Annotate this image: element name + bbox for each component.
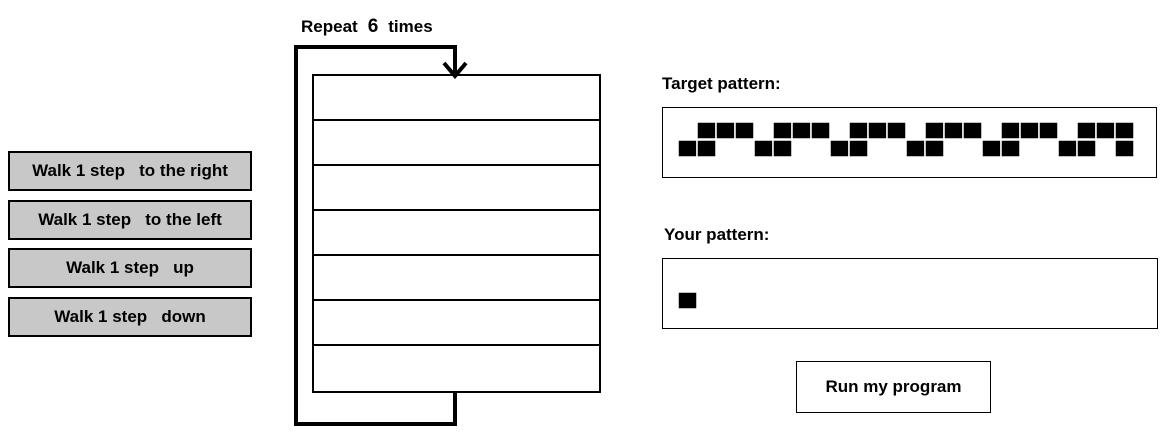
pattern-cell	[886, 121, 907, 140]
pattern-cell	[1076, 139, 1097, 158]
block-walk-left[interactable]: Walk 1 step to the left	[8, 200, 252, 240]
arrow-head-icon	[442, 61, 468, 80]
pattern-cell	[734, 121, 755, 140]
block-walk-up[interactable]: Walk 1 step up	[8, 248, 252, 288]
pattern-cell	[810, 121, 831, 140]
pattern-cell	[867, 121, 888, 140]
pattern-cell	[677, 139, 698, 158]
pattern-cell	[696, 121, 717, 140]
pattern-cell	[753, 139, 774, 158]
target-pattern-grid	[677, 121, 1135, 158]
loop-slot[interactable]	[314, 76, 599, 121]
pattern-cell	[829, 139, 850, 158]
pattern-cell	[1114, 139, 1135, 158]
loop-slot[interactable]	[314, 166, 599, 211]
pattern-cell	[848, 139, 869, 158]
pattern-cell	[696, 139, 717, 158]
pattern-cell	[772, 121, 793, 140]
pattern-cell	[924, 121, 945, 140]
pattern-cell	[924, 139, 945, 158]
pattern-cell	[962, 121, 983, 140]
pattern-cell	[1000, 139, 1021, 158]
loop-body-slots	[312, 74, 601, 393]
loop-slot[interactable]	[314, 301, 599, 346]
pattern-cell	[1038, 121, 1059, 140]
pattern-cell	[1057, 139, 1078, 158]
loop-slot[interactable]	[314, 256, 599, 301]
pattern-cell	[905, 139, 926, 158]
repeat-count[interactable]: 6	[367, 16, 379, 37]
pattern-cell	[772, 139, 793, 158]
run-program-button[interactable]: Run my program	[796, 361, 991, 413]
your-pattern-grid	[677, 291, 698, 310]
target-pattern-box	[662, 107, 1157, 178]
pattern-cell	[677, 291, 698, 310]
block-walk-down[interactable]: Walk 1 step down	[8, 297, 252, 337]
pattern-cell	[848, 121, 869, 140]
loop-slot[interactable]	[314, 346, 599, 391]
pattern-cell	[1114, 121, 1135, 140]
target-pattern-label: Target pattern:	[662, 74, 781, 93]
pattern-cell	[1076, 121, 1097, 140]
pattern-cell	[791, 121, 812, 140]
loop-slot[interactable]	[314, 211, 599, 256]
loop-slot[interactable]	[314, 121, 599, 166]
pattern-cell	[1095, 121, 1116, 140]
pattern-cell	[1019, 121, 1040, 140]
repeat-suffix: times	[388, 17, 433, 36]
repeat-label: Repeat 6 times	[301, 16, 433, 38]
pattern-cell	[981, 139, 1002, 158]
repeat-prefix: Repeat	[301, 17, 358, 36]
your-pattern-label: Your pattern:	[664, 225, 770, 244]
pattern-cell	[715, 121, 736, 140]
block-walk-right[interactable]: Walk 1 step to the right	[8, 151, 252, 191]
your-pattern-box	[662, 258, 1158, 329]
pattern-cell	[1000, 121, 1021, 140]
pattern-cell	[943, 121, 964, 140]
